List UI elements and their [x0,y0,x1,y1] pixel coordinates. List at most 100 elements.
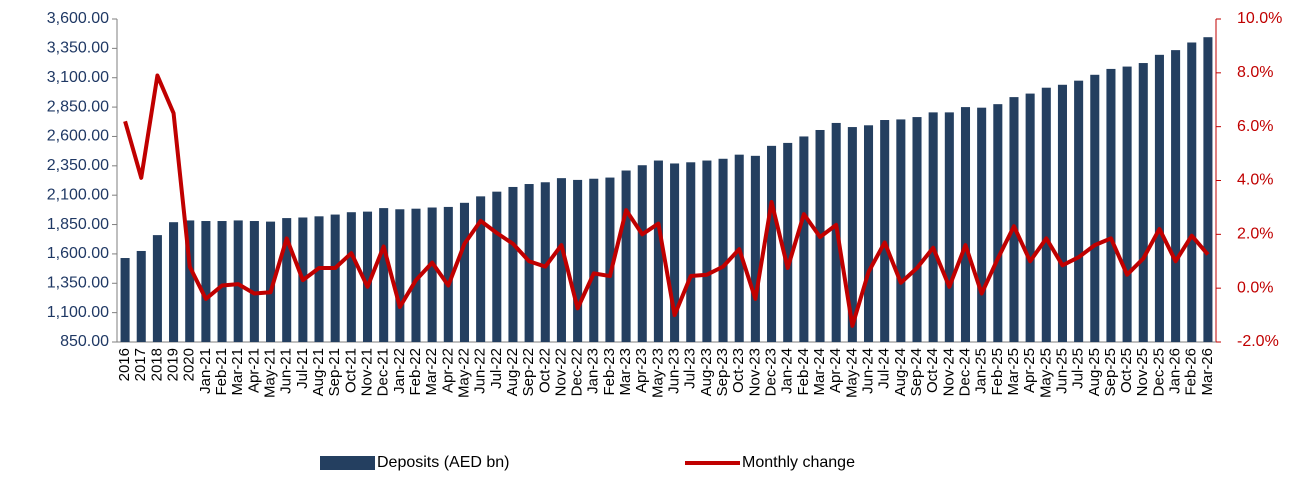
x-tick-label: Jul-25 [1070,348,1087,389]
x-tick-label: Oct-22 [536,348,553,393]
bar [249,221,259,342]
x-tick-label: Dec-22 [569,348,586,396]
x-tick-label: Jul-22 [488,348,505,389]
line [123,73,1210,328]
bar [847,127,857,342]
x-tick-label: Apr-21 [245,348,262,393]
bar [233,220,243,342]
y-tick-label: 3,350.00 [47,40,109,57]
y-tick-label: 1,100.00 [47,304,109,321]
x-tick-label: Dec-21 [375,348,392,396]
x-tick-label: Mar-25 [1005,348,1022,396]
x-tick-label: Jun-24 [859,348,876,394]
bar [459,202,470,342]
x-tick-label: Jan-21 [197,348,214,394]
bar [395,209,405,342]
bar [1187,42,1197,343]
legend-label: Monthly change [742,454,855,471]
bar [993,104,1003,343]
bar [750,155,760,342]
x-tick-label: Mar-22 [423,348,440,396]
bar [863,125,874,343]
bar [379,208,389,342]
bar [960,107,971,342]
x-tick-label: Nov-22 [552,348,569,396]
bar [346,212,356,342]
x-tick-label: Sep-23 [714,348,731,396]
x-tick-label: Sep-21 [326,348,343,396]
bar [767,145,777,342]
x-tick-label: Apr-25 [1021,348,1038,393]
x-tick-label: Sep-22 [520,348,537,396]
bar [556,178,566,342]
x-tick-label: Sep-25 [1102,348,1119,396]
bar [880,120,890,342]
bar [896,119,906,342]
x-tick-label: Sep-24 [908,348,925,396]
x-tick-label: Oct-25 [1118,348,1135,393]
x-tick-label: 2016 [116,348,133,381]
x-tick-label: Dec-25 [1150,348,1167,396]
y-tick-label: 2,350.00 [47,157,109,174]
x-tick-label: Oct-24 [924,348,941,393]
x-tick-label: Aug-23 [698,348,715,396]
x-tick-label: Feb-26 [1183,348,1200,396]
bar [783,142,793,342]
bar [169,222,179,342]
bar [621,170,631,342]
bar [799,136,809,342]
y-tick-label: 1,600.00 [47,245,109,262]
x-tick-label: Aug-21 [310,348,327,396]
bar [314,216,324,342]
legend-swatch [320,456,375,470]
bar [1106,68,1116,342]
y-tick-label: 2,100.00 [47,186,109,203]
x-tick-label: Jan-22 [391,348,408,394]
x-tick-label: Feb-25 [989,348,1006,396]
bar [201,221,211,342]
y2-tick-label: 2.0% [1237,226,1273,243]
bar [686,162,696,342]
x-tick-label: Mar-24 [811,348,828,396]
x-tick-label: Dec-24 [956,348,973,396]
y-tick-label: 3,600.00 [47,10,109,27]
x-tick-label: Apr-22 [439,348,456,393]
x-tick-label: Jun-21 [278,348,295,394]
x-tick-label: Jul-24 [876,348,893,389]
x-tick-label: Jan-24 [779,348,796,394]
x-tick-label: Jan-23 [585,348,602,394]
y-tick-label: 2,600.00 [47,128,109,145]
x-tick-label: 2017 [132,348,149,381]
bar [589,178,599,342]
x-tick-label: Jan-25 [973,348,990,394]
x-tick-label: Jun-25 [1053,348,1070,394]
y-tick-label: 1,850.00 [47,216,109,233]
y2-tick-label: 0.0% [1237,279,1273,296]
bar [718,158,728,342]
x-tick-label: Aug-24 [892,348,909,396]
bar [670,163,680,342]
x-tick-label: May-21 [262,348,279,398]
y2-tick-label: 4.0% [1237,172,1273,189]
bar [1025,93,1035,342]
bar [1041,87,1051,342]
x-tick-label: Jul-23 [682,348,699,389]
bar [1203,37,1213,343]
y-tick-label: 850.00 [60,333,109,350]
x-tick-label: May-23 [649,348,666,398]
x-tick-label: Nov-25 [1134,348,1151,396]
x-tick-label: May-25 [1037,348,1054,398]
y2-tick-label: -2.0% [1237,333,1279,350]
x-tick-label: Mar-23 [617,348,634,396]
bar [653,160,663,342]
x-tick-label: Dec-23 [763,348,780,396]
x-tick-label: Oct-21 [342,348,359,393]
bar [540,182,550,342]
bar [266,221,276,342]
x-tick-label: Feb-23 [601,348,618,396]
x-tick-label: Apr-23 [633,348,650,393]
bar [152,235,162,342]
bar [977,107,987,342]
bar [411,208,421,342]
